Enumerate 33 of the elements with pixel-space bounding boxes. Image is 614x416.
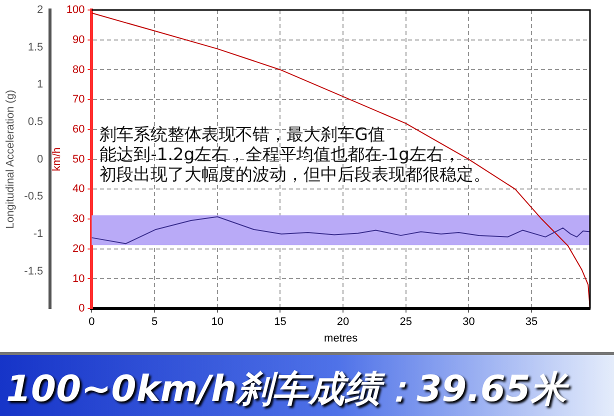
y-tick-label: -0.5 xyxy=(24,190,44,203)
y2-tick-label: 20 xyxy=(72,242,85,255)
y2-axis-title: km/h xyxy=(50,147,63,172)
y2-tick-label: 90 xyxy=(72,34,85,46)
x-tick-label: 5 xyxy=(151,316,158,328)
x-tick-label: 35 xyxy=(525,316,538,328)
x-tick-label: 25 xyxy=(400,316,412,328)
y2-tick-label: 70 xyxy=(72,94,85,106)
x-tick-label: 20 xyxy=(336,316,350,328)
y2-tick-label: 50 xyxy=(72,153,85,166)
y2-tick-label: 10 xyxy=(72,272,85,285)
x-tick-label: 30 xyxy=(462,316,475,328)
y2-tick-label: 80 xyxy=(72,64,85,76)
annotation: 初段出现了大幅度的波动，但中后段表现都很稳定。 xyxy=(100,164,491,185)
x-axis-title: metres xyxy=(324,332,358,344)
y2-tick-label: 0 xyxy=(78,302,85,315)
y-tick-label: 0.5 xyxy=(28,116,44,128)
annotation: 刹车系统整体表现不错，最大刹车G值 xyxy=(100,124,385,145)
x-tick-label: 15 xyxy=(274,316,286,328)
y-tick-label: 1 xyxy=(37,78,44,91)
y-tick-label: 0 xyxy=(37,153,44,166)
annotation: 能达到-1.2g左右，全程平均值也都在-1g左右， xyxy=(100,144,460,165)
y-tick-label: 1.5 xyxy=(28,41,44,54)
y2-tick-label: 30 xyxy=(72,213,85,226)
y-axis-title: Longitudinal Acceleration (g) xyxy=(4,90,17,229)
y-tick-label: 2 xyxy=(37,4,44,16)
y2-tick-label: 40 xyxy=(72,183,85,196)
y-tick-label: -1.5 xyxy=(24,265,44,278)
x-tick-label: 10 xyxy=(211,316,224,328)
x-tick-label: 0 xyxy=(88,316,95,328)
y2-tick-label: 100 xyxy=(66,4,85,16)
y2-tick-label: 60 xyxy=(72,123,85,136)
y-tick-label: -1 xyxy=(33,228,44,240)
